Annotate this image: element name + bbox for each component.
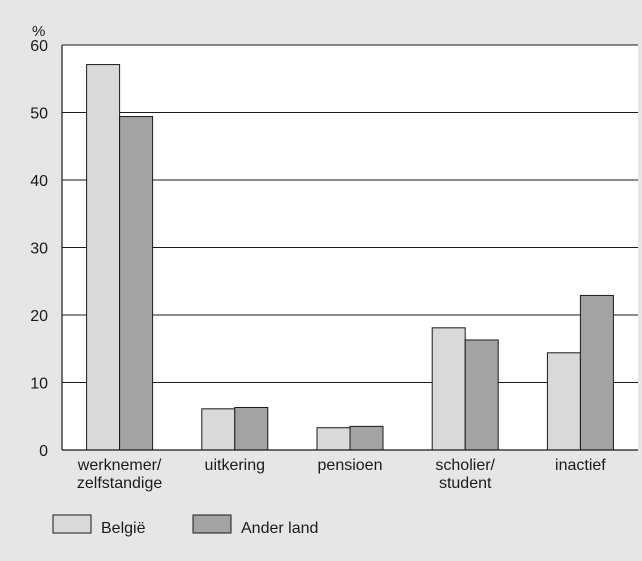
y-tick-label: 30 [30,241,48,258]
bar [349,425,384,451]
legend: België Ander land [52,514,318,537]
bar [86,64,121,451]
bar [431,327,466,451]
legend-swatch [52,514,92,534]
bar [119,116,154,451]
y-tick-label: 40 [30,173,48,190]
axes [61,45,638,451]
x-tick-label: inactief [555,457,606,474]
legend-item: Ander land [192,514,318,537]
y-unit-label: % [32,23,45,40]
y-tick-label: 10 [30,376,48,393]
bar [579,294,614,451]
x-tick-label: pensioen [318,457,383,474]
y-tick-label: 20 [30,308,48,325]
bar [316,427,351,451]
legend-label: Ander land [241,520,318,537]
gridlines [62,44,638,383]
y-tick-label: 0 [39,443,48,460]
x-tick-label: werknemer/zelfstandige [77,457,163,492]
bar [234,406,269,451]
y-tick-label: 50 [30,106,48,123]
y-tick-label: 60 [30,38,48,55]
y-tick-labels: 0 10 20 30 40 50 60 [30,38,48,460]
legend-swatch [192,514,232,534]
bar [464,339,499,451]
bar [201,408,236,451]
legend-item: België [52,514,146,537]
x-tick-label: scholier/student [435,457,495,492]
x-tick-labels: werknemer/zelfstandige uitkering pensioen s… [77,457,606,492]
legend-label: België [101,520,146,537]
bar [546,352,581,451]
bars [86,64,614,451]
x-tick-label: uitkering [205,457,265,474]
